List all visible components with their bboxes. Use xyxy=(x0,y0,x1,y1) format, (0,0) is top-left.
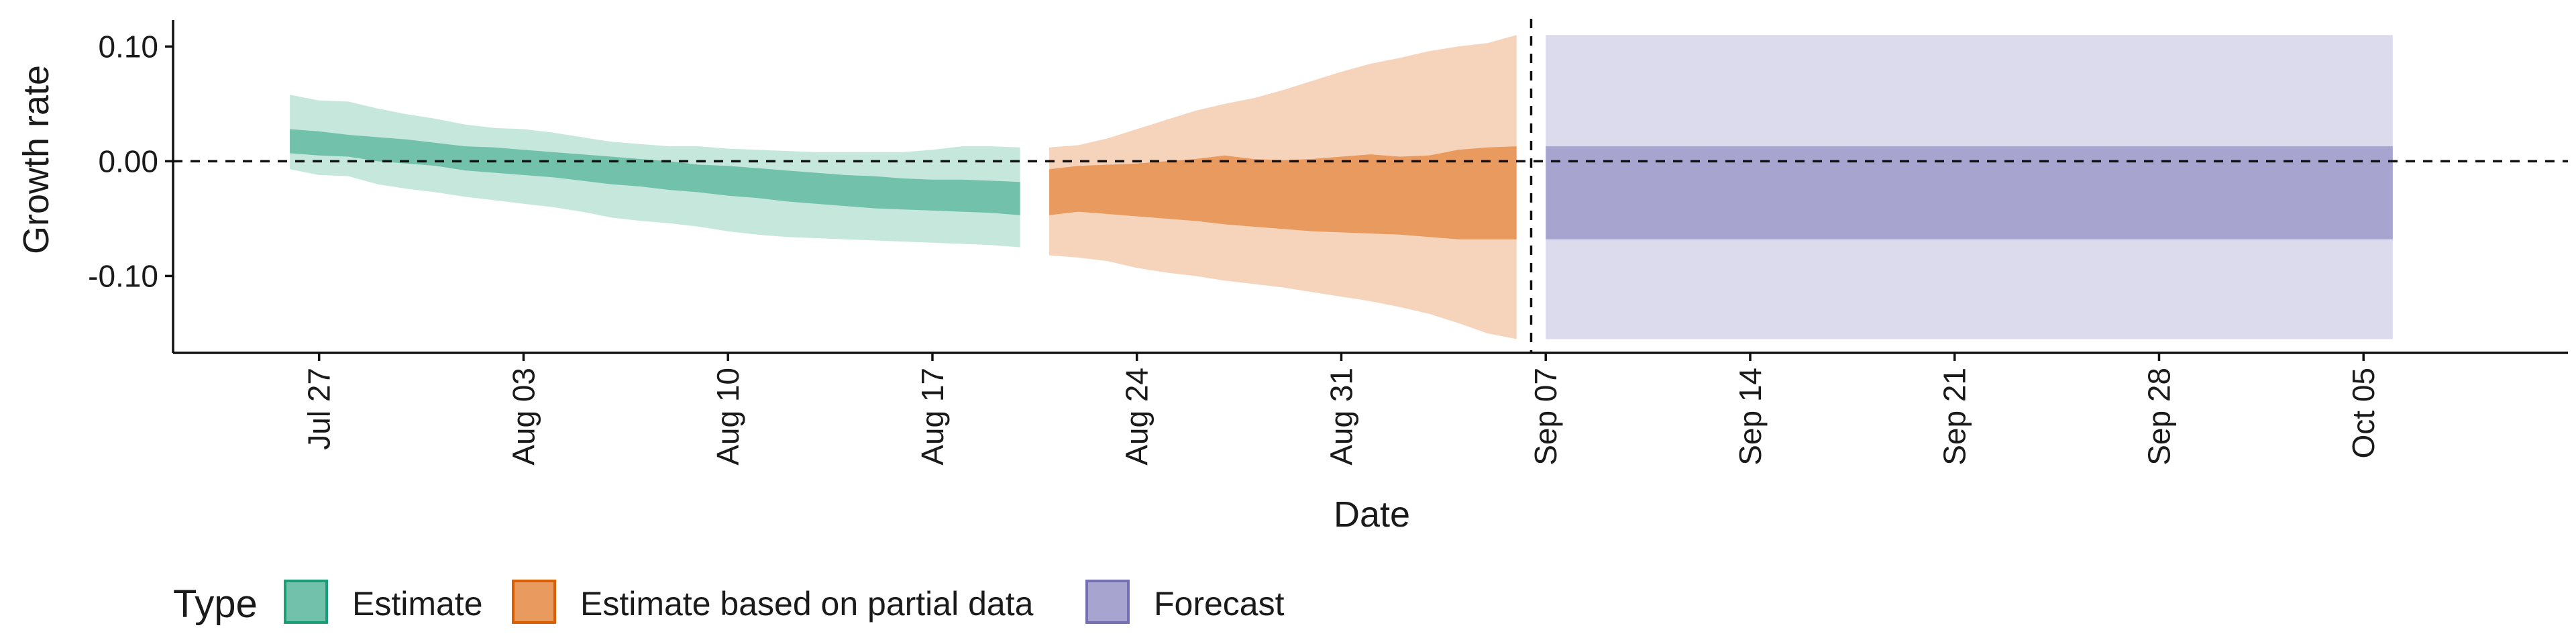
inner-band-forecast xyxy=(1546,146,2393,239)
y-tick-label: -0.10 xyxy=(88,258,158,293)
legend-entry: Estimate xyxy=(284,580,483,624)
y-axis-title: Growth rate xyxy=(16,65,56,254)
inner-band-estimate-based-on-partial-data xyxy=(1049,146,1517,239)
legend-entry: Estimate based on partial data xyxy=(512,580,1034,624)
series-bands xyxy=(290,35,2393,339)
axes xyxy=(172,20,2568,354)
x-tick-label: Jul 27 xyxy=(302,368,337,450)
x-tick-label: Aug 10 xyxy=(710,368,745,466)
series-0 xyxy=(290,95,1020,248)
y-axis-ticks: 0.10 0.00 -0.10 xyxy=(88,29,173,293)
x-tick-label: Aug 31 xyxy=(1324,368,1359,466)
inner-band-estimate xyxy=(290,129,1020,215)
x-tick-label: Aug 17 xyxy=(915,368,950,466)
series-1 xyxy=(1049,35,1517,339)
x-tick-label: Sep 21 xyxy=(1937,368,1972,466)
y-tick-label: 0.00 xyxy=(98,144,158,178)
legend-title: Type xyxy=(173,582,258,626)
x-axis-ticks: Jul 27 Aug 03 Aug 10 Aug 17 Aug 24 Aug 31 Sep … xyxy=(302,353,2381,466)
legend-swatch xyxy=(512,580,556,624)
x-tick-label: Oct 05 xyxy=(2346,368,2381,459)
legend-entry: Forecast xyxy=(1085,580,1285,624)
x-tick-label: Aug 24 xyxy=(1120,368,1155,466)
legend-label: Estimate based on partial data xyxy=(580,585,1034,623)
x-tick-label: Sep 07 xyxy=(1528,368,1563,466)
legend-swatch xyxy=(1085,580,1130,624)
x-axis-title: Date xyxy=(1334,494,1410,535)
legend-label: Forecast xyxy=(1154,585,1285,623)
legend: Type Estimate Estimate based on partial d… xyxy=(173,580,1285,626)
series-2 xyxy=(1546,35,2393,339)
y-tick-label: 0.10 xyxy=(98,29,158,64)
x-tick-label: Sep 14 xyxy=(1733,368,1768,466)
x-tick-label: Aug 03 xyxy=(506,368,541,466)
legend-label: Estimate xyxy=(352,585,483,623)
reference-lines xyxy=(173,19,2568,353)
x-tick-label: Sep 28 xyxy=(2142,368,2177,466)
legend-swatch xyxy=(284,580,328,624)
